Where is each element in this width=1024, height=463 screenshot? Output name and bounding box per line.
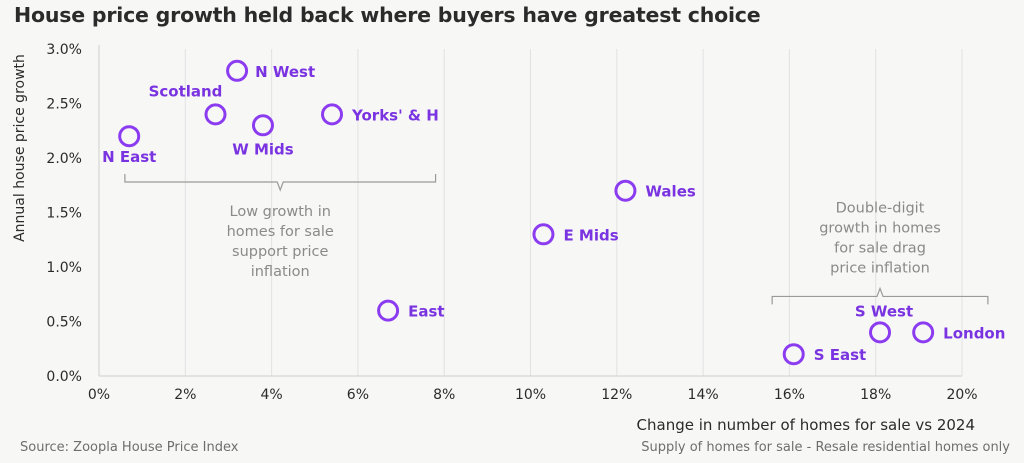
point-scotland: [204, 103, 227, 126]
point-n-west: [226, 59, 249, 82]
point-london: [912, 321, 935, 344]
point-label-scotland: Scotland: [149, 82, 223, 100]
axes: 0% 2% 4% 6% 8% 10% 12% 14% 16% 18% 20% 0.0% 0.5% 1.0%…: [46, 42, 977, 403]
annotation-text: price inflation: [830, 260, 930, 276]
y-tick-label: 0.5%: [46, 315, 82, 331]
annotation-text: Low growth in: [230, 204, 331, 220]
annotation-text: for sale drag: [834, 240, 926, 256]
point-label-east: East: [408, 303, 444, 321]
y-tick-label: 2.0%: [46, 151, 82, 167]
annotation-text: growth in homes: [819, 220, 941, 236]
point-label-s-west: S West: [855, 302, 913, 320]
point-yorks-h: [321, 103, 344, 126]
x-tick-label: 4%: [260, 387, 282, 403]
annotation-bracket: [771, 286, 989, 305]
annotation-text: Double-digit: [836, 200, 925, 216]
x-tick-label: 10%: [515, 387, 546, 403]
point-label-n-east: N East: [102, 148, 156, 166]
x-tick-label: 18%: [860, 387, 891, 403]
y-tick-label: 2.5%: [46, 97, 82, 113]
data-points: N East Scotland N West W Mids Yorks' & H East…: [102, 59, 1005, 366]
point-n-east: [118, 125, 141, 148]
y-tick-label: 1.5%: [46, 206, 82, 222]
point-label-e-mids: E Mids: [563, 226, 618, 244]
x-tick-label: 20%: [946, 387, 977, 403]
y-tick-label: 0.0%: [46, 369, 82, 385]
annotation-bracket: [124, 173, 437, 192]
annotation-text: homes for sale: [227, 224, 334, 240]
y-tick-label: 3.0%: [46, 42, 82, 58]
y-axis-title: Annual house price growth: [12, 54, 28, 242]
point-e-mids: [532, 223, 555, 246]
point-label-w-mids: W Mids: [232, 140, 294, 158]
x-tick-label: 14%: [688, 387, 719, 403]
supply-note: Supply of homes for sale - Resale reside…: [641, 440, 1010, 455]
point-label-s-east: S East: [814, 346, 867, 364]
x-tick-label: 6%: [347, 387, 369, 403]
point-label-london: London: [943, 324, 1005, 342]
point-w-mids: [251, 114, 274, 137]
x-tick-label: 16%: [774, 387, 805, 403]
x-axis-title: Change in number of homes for sale vs 20…: [637, 416, 975, 434]
x-tick-label: 0%: [88, 387, 110, 403]
point-label-wales: Wales: [645, 183, 695, 201]
annotation-text: inflation: [251, 264, 310, 280]
x-tick-label: 2%: [174, 387, 196, 403]
point-wales: [614, 179, 637, 202]
point-label-yorks-h: Yorks' & H: [351, 106, 439, 124]
point-east: [377, 299, 400, 322]
source-note: Source: Zoopla House Price Index: [20, 440, 239, 455]
y-tick-label: 1.0%: [46, 260, 82, 276]
annotations: Low growth in homes for sale support price…: [124, 173, 989, 305]
point-label-n-west: N West: [255, 63, 315, 81]
chart-title: House price growth held back where buyer…: [14, 3, 761, 27]
point-s-west: [869, 321, 892, 344]
gridlines: [184, 49, 963, 376]
x-tick-label: 12%: [601, 387, 632, 403]
point-s-east: [782, 343, 805, 366]
annotation-text: support price: [232, 244, 328, 260]
x-tick-label: 8%: [433, 387, 455, 403]
